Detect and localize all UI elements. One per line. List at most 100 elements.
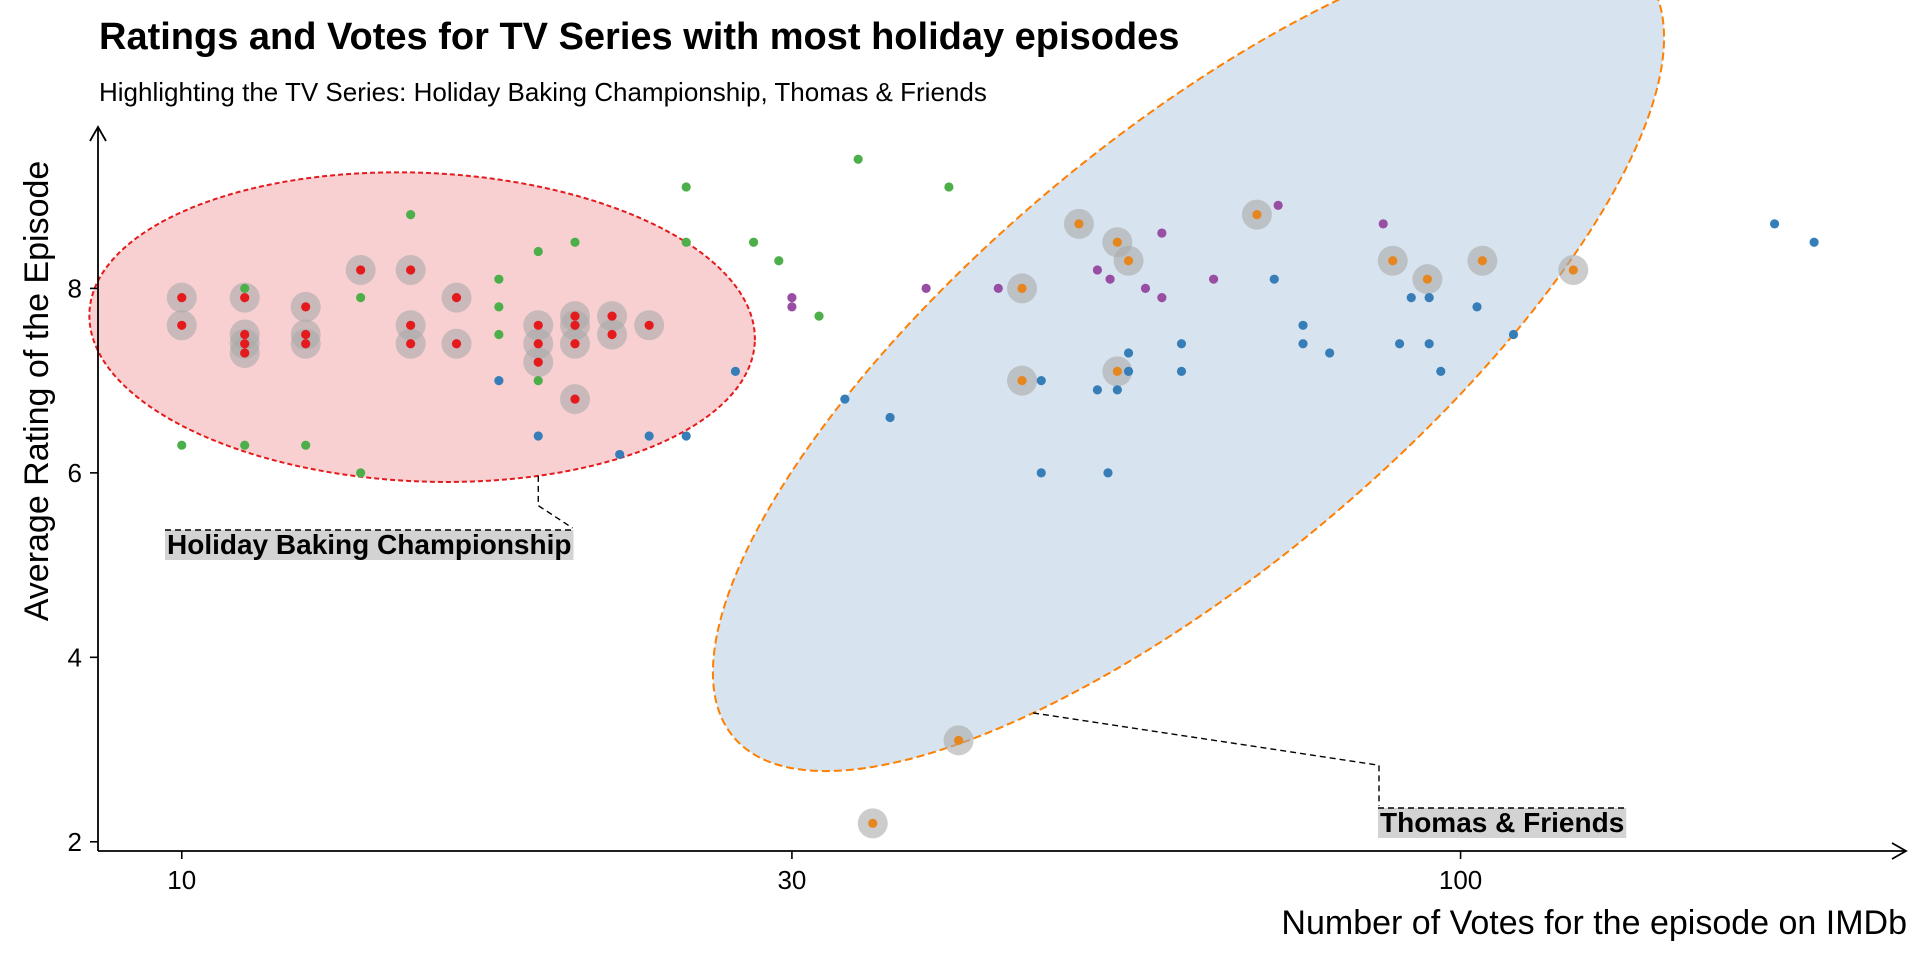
thomas-point (1252, 210, 1262, 220)
blue_series-point (533, 431, 543, 441)
blue_series-point (1123, 366, 1134, 377)
holiday_baking-point (451, 293, 462, 303)
ellipse-layer (88, 0, 1666, 773)
blue_series-point (730, 366, 741, 377)
green_series-point (748, 237, 759, 247)
thomas-point (1112, 237, 1122, 247)
blue_series-point (1176, 366, 1187, 377)
purple_series-point (993, 283, 1003, 294)
holiday_baking-point (240, 329, 250, 340)
thomas-ellipse (711, 0, 1666, 773)
green_series-point (494, 302, 504, 312)
holiday_baking-callout-connector (537, 475, 573, 529)
purple_series-point (1140, 283, 1151, 294)
thomas-point (1568, 265, 1578, 275)
blue_series-point (1325, 348, 1335, 358)
thomas-callout-label: Thomas & Friends (1380, 807, 1624, 838)
purple_series-point (1105, 274, 1115, 284)
green_series-point (814, 311, 824, 321)
blue_series-point (615, 449, 625, 460)
blue_series-point (494, 376, 504, 386)
blue_series-point (1809, 237, 1819, 247)
blue_series-point (885, 412, 895, 423)
blue_series-point (1769, 219, 1780, 229)
x-tick-label: 30 (777, 865, 806, 895)
x-tick-label: 100 (1439, 865, 1482, 895)
holiday_baking-callout-label: Holiday Baking Championship (167, 529, 571, 560)
holiday_baking-point (533, 357, 543, 367)
purple_series-point (1157, 293, 1167, 303)
holiday_baking-point (644, 320, 654, 330)
blue_series-point (1298, 339, 1308, 349)
blue_series-point (1508, 329, 1519, 340)
green_series-point (681, 182, 691, 192)
y-ticks: 2 4 6 8 (68, 273, 98, 857)
blue_series-point (1424, 339, 1434, 349)
purple_series-point (1208, 274, 1219, 284)
thomas-point (1074, 219, 1084, 229)
holiday_baking-point (240, 348, 250, 358)
x-axis-arrow (1891, 842, 1908, 860)
holiday_baking-point (406, 265, 416, 275)
holiday_baking-point (533, 339, 543, 349)
thomas-point (1422, 274, 1432, 284)
thomas-point (953, 735, 964, 745)
thomas-point (1112, 366, 1122, 377)
thomas-callout-connector (1032, 712, 1380, 806)
thomas-point (1017, 283, 1027, 294)
blue_series-point (1424, 293, 1434, 303)
green_series-point (356, 293, 366, 303)
green_series-point (570, 237, 580, 247)
purple_series-point (787, 302, 797, 312)
blue_series-point (1394, 339, 1405, 349)
green_series-point (406, 210, 416, 220)
blue_series-point (1112, 385, 1122, 395)
purple_series-point (1273, 200, 1283, 210)
y-tick-label: 4 (68, 642, 82, 672)
purple_series-point (787, 293, 797, 303)
blue_series-point (1298, 320, 1308, 330)
holiday_baking-point (301, 339, 311, 349)
purple_series-point (1157, 228, 1167, 238)
thomas-point (1477, 256, 1487, 266)
green_series-point (681, 237, 691, 247)
holiday_baking-point (177, 320, 187, 330)
blue_series-point (1406, 293, 1416, 303)
chart-title: Ratings and Votes for TV Series with mos… (99, 16, 1179, 58)
holiday_baking-point (177, 293, 187, 303)
blue_series-point (1176, 339, 1187, 349)
green_series-point (774, 256, 784, 266)
green_series-point (853, 154, 863, 164)
axes: 10 30 100 2 4 6 8 (68, 125, 1908, 895)
purple_series-point (1378, 219, 1388, 229)
thomas-point (1123, 256, 1134, 266)
y-tick-label: 8 (68, 273, 82, 303)
green_series-point (301, 440, 311, 450)
y-axis-arrow (89, 125, 107, 142)
holiday_baking-point (451, 339, 462, 349)
thomas-point (1388, 256, 1398, 266)
holiday_baking-point (570, 320, 580, 330)
blue_series-point (1103, 468, 1113, 478)
green_series-point (533, 376, 543, 386)
x-axis-title: Number of Votes for the episode on IMDb (1281, 904, 1907, 942)
green_series-point (240, 283, 250, 294)
holiday_baking-point (301, 329, 311, 340)
holiday_baking-point (607, 311, 617, 321)
holiday_baking-point (356, 265, 366, 275)
holiday_baking-point (533, 320, 543, 330)
blue_series-point (1036, 468, 1046, 478)
holiday_baking-point (406, 320, 416, 330)
holiday_baking-point (301, 302, 311, 312)
holiday_baking-point (607, 329, 617, 340)
green_series-point (533, 246, 543, 257)
blue_series-point (1269, 274, 1279, 284)
holiday_baking-point (570, 311, 580, 321)
holiday_baking-point (570, 394, 580, 404)
blue_series-point (1436, 366, 1446, 377)
y-tick-label: 2 (68, 827, 82, 857)
y-tick-label: 6 (68, 458, 82, 488)
blue_series-point (644, 431, 654, 441)
green_series-point (240, 440, 250, 450)
